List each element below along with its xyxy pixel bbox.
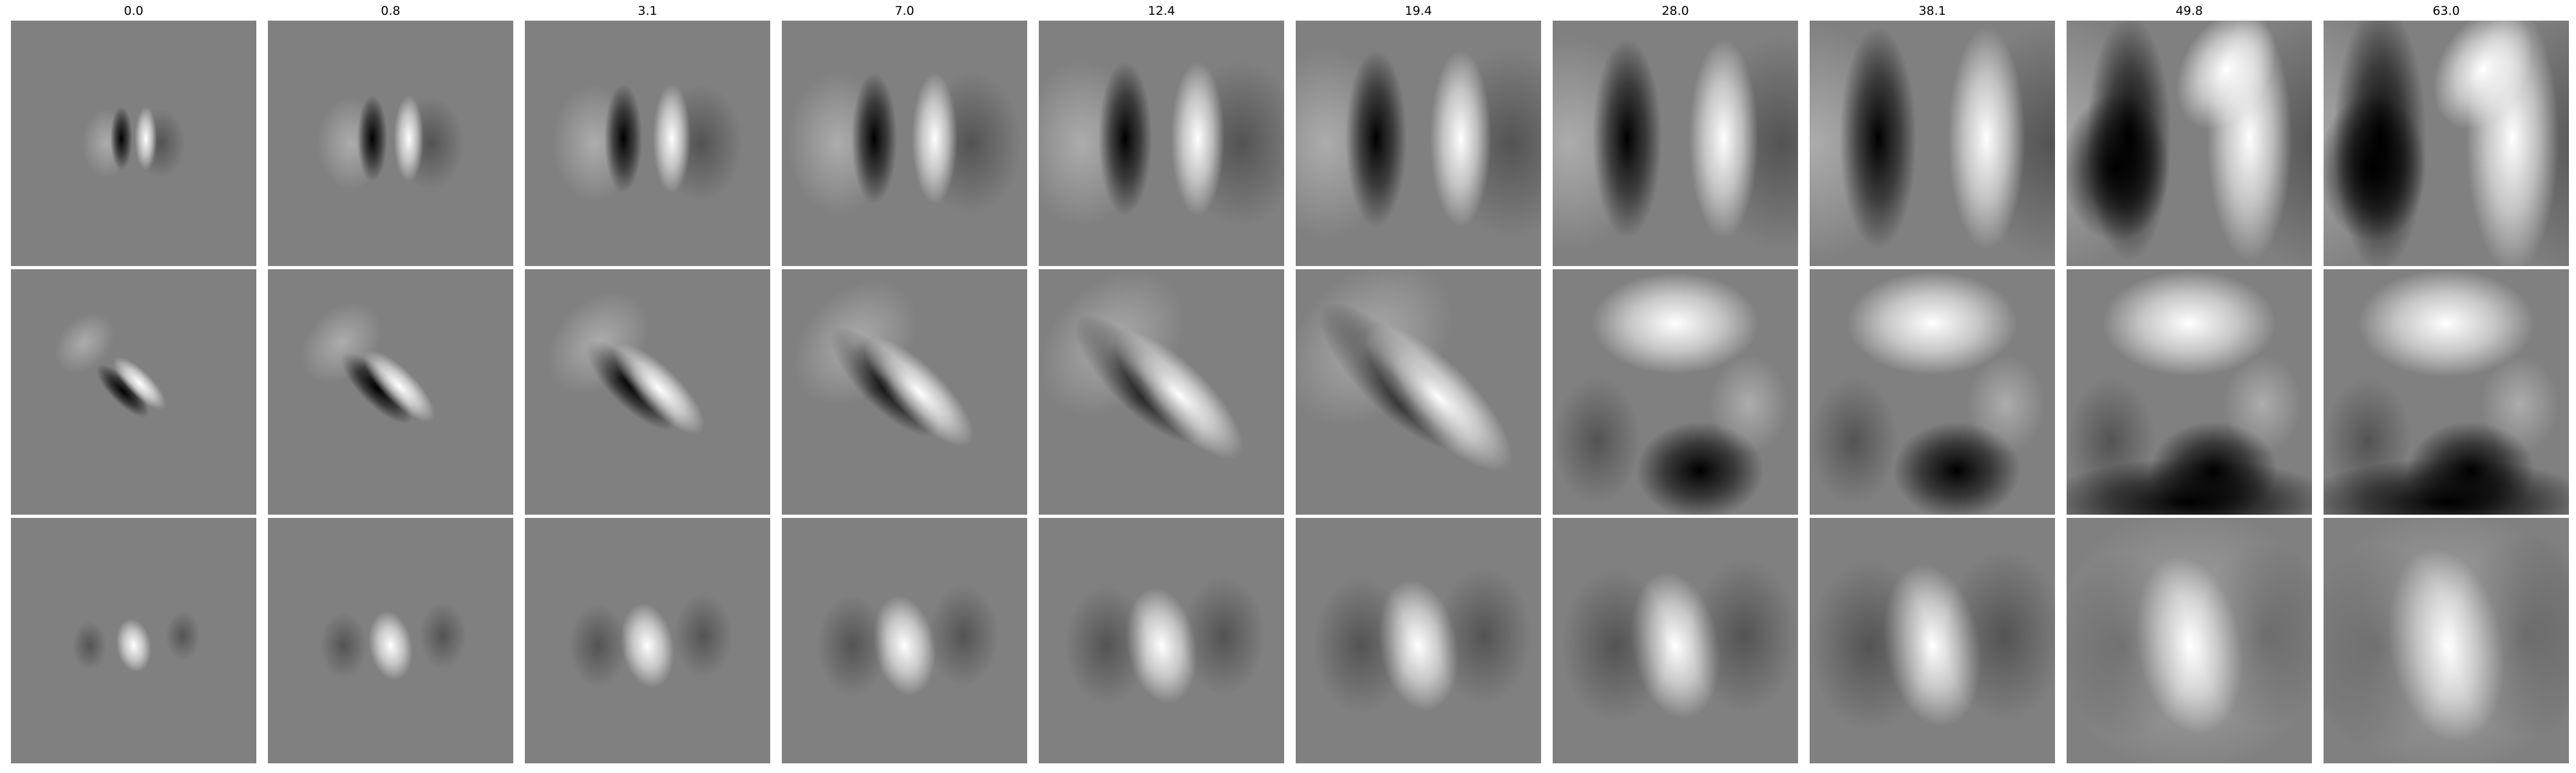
filter-panel (1296, 518, 1541, 763)
column-title: 63.0 (2324, 4, 2569, 18)
column-title: 12.4 (1039, 4, 1284, 18)
filter-panel (1553, 21, 1798, 266)
column-title: 3.1 (525, 4, 770, 18)
filter-panel (2324, 269, 2569, 515)
filter-panel (268, 21, 513, 266)
filter-panel (525, 518, 770, 763)
filter-panel (2067, 269, 2312, 515)
column-title: 7.0 (782, 4, 1027, 18)
column-title: 38.1 (1810, 4, 2055, 18)
column-title: 28.0 (1553, 4, 1798, 18)
filter-panel (268, 269, 513, 515)
filter-panel (11, 21, 256, 266)
filter-panel (1039, 21, 1284, 266)
filter-panel (1810, 518, 2055, 763)
column-title: 0.0 (11, 4, 256, 18)
filter-panel (1039, 518, 1284, 763)
filter-panel (1296, 269, 1541, 515)
filter-panel (1810, 21, 2055, 266)
column-title: 0.8 (268, 4, 513, 18)
filter-panel (1039, 269, 1284, 515)
filter-panel (782, 269, 1027, 515)
filter-panel (525, 21, 770, 266)
column-title: 49.8 (2067, 4, 2312, 18)
filter-panel (1810, 269, 2055, 515)
filter-panel (782, 21, 1027, 266)
column-title: 19.4 (1296, 4, 1541, 18)
filter-panel (1553, 518, 1798, 763)
filter-panel (2067, 21, 2312, 266)
filter-panel (2067, 518, 2312, 763)
filter-panel (11, 518, 256, 763)
filter-panel (782, 518, 1027, 763)
filter-panel (1296, 21, 1541, 266)
filter-panel (268, 518, 513, 763)
filter-panel (2324, 518, 2569, 763)
filter-panel (525, 269, 770, 515)
filter-panel (1553, 269, 1798, 515)
filter-panel (2324, 21, 2569, 266)
filter-panel (11, 269, 256, 515)
